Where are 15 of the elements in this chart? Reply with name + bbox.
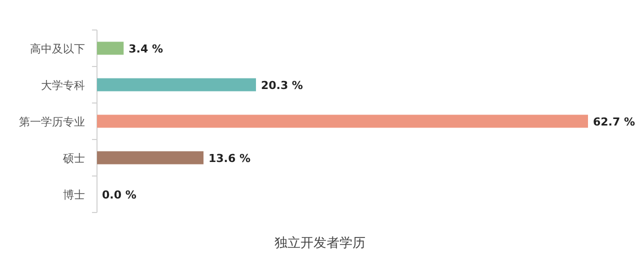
data-label: 62.7 % bbox=[593, 115, 635, 128]
y-tick-label: 大学专科 bbox=[41, 78, 85, 92]
bar bbox=[97, 114, 588, 128]
bar bbox=[97, 42, 124, 55]
y-tick-label: 第一学历专业 bbox=[19, 115, 85, 128]
data-label: 0.0 % bbox=[102, 188, 136, 202]
data-label: 20.3 % bbox=[260, 78, 303, 92]
data-label: 13.6 % bbox=[208, 152, 250, 165]
y-tick-label: 高中及以下 bbox=[30, 42, 85, 56]
y-tick-label: 博士 bbox=[63, 188, 85, 202]
x-axis-title: 独立开发者学历 bbox=[274, 235, 366, 251]
y-tick-label: 硕士 bbox=[62, 152, 85, 165]
bar bbox=[97, 151, 204, 164]
bar bbox=[97, 78, 256, 92]
data-label: 3.4 % bbox=[128, 42, 163, 56]
